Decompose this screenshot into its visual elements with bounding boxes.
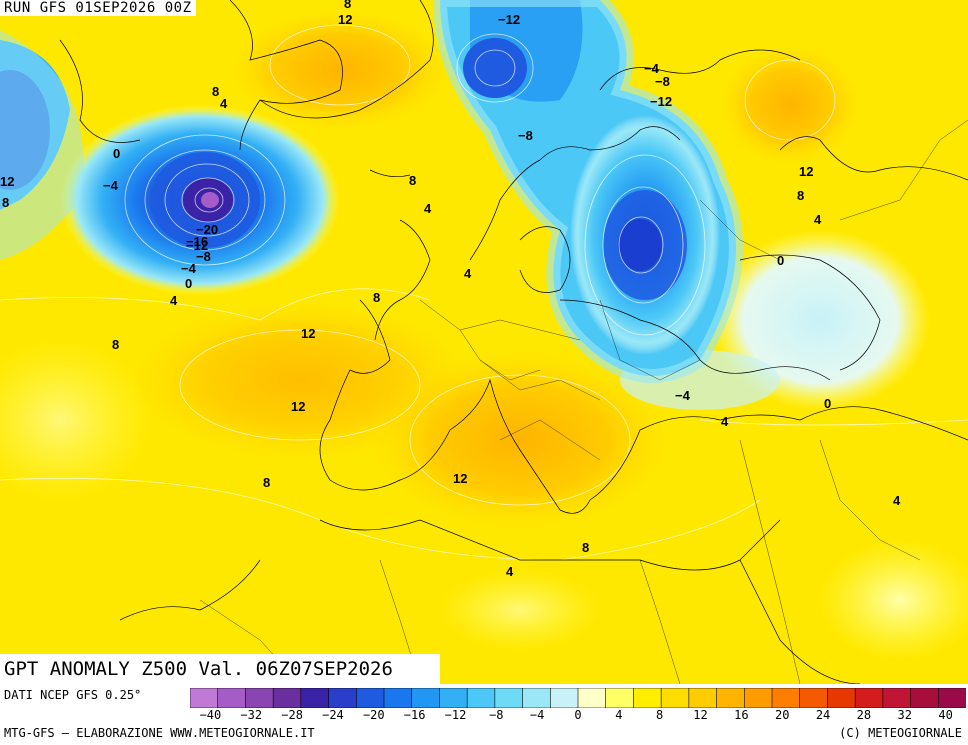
contour-label: 8 [409,173,416,188]
colorbar-tick-label: −28 [281,708,303,722]
colorbar-swatch [688,688,718,708]
contour-label: 8 [582,540,589,555]
contour-label: 8 [112,337,119,352]
contour-label: 0 [777,253,784,268]
contour-label: 12 [301,326,315,341]
contour-label: 4 [424,201,432,216]
contour-label: −4 [103,178,119,193]
contour-label: 8 [797,188,804,203]
contour-lines [0,24,968,561]
colorbar-swatch [910,688,940,708]
contour-label: 8 [263,475,270,490]
colorbar-swatch [439,688,468,708]
colorbar-tick-label: −8 [489,708,504,722]
colorbar-swatch [245,688,274,708]
contour-label: 0 [185,276,192,291]
colorbar-swatch [882,688,912,708]
colorbar-tick-label: 20 [774,708,790,722]
colorbar-swatch [466,688,496,708]
run-title: RUN GFS 01SEP2026 00Z [0,0,196,16]
colorbar-swatch [743,688,773,708]
credit-left: MTG-GFS – ELABORAZIONE WWW.METEOGIORNALE… [4,726,315,740]
colorbar-swatch [383,688,413,708]
contour-label: 4 [814,212,822,227]
colorbar-tick-label: 4 [615,708,623,722]
contour-label: 0 [824,396,831,411]
contour-label: −8 [655,74,670,89]
colorbar-swatch [633,688,662,708]
contour-label: 12 [291,399,305,414]
anomaly-map: 12 8 8 4 0 −4 12 8 −20 −16 −12 −8 −4 0 4… [0,0,968,684]
contour-label: 12 [799,164,813,179]
colorbar-swatch [549,688,579,708]
colorbar-swatch [411,688,441,708]
contour-label: 8 [344,0,351,11]
colorbar-tick-label: −4 [529,708,545,722]
colorbar-swatch [272,688,302,708]
contour-label: −16 [186,234,208,249]
colorbar-tick-label: 12 [693,708,708,722]
colorbar-tick-label: 40 [938,708,953,722]
contour-label: −12 [186,238,208,253]
colorbar-ticks: −40 −32 −28 −24 −20 −16 −12 −8 −4 0 4 8 12 16 20 24 28 32… [190,708,966,724]
colorbar-swatch [605,688,635,708]
contour-label: −12 [650,94,672,109]
colorbar-swatch [716,688,746,708]
contour-label: 8 [373,290,380,305]
contour-label: 12 [0,174,14,189]
colorbar-tick-label: −24 [322,708,344,722]
colorbar-tick-label: 0 [574,708,582,722]
colorbar-tick-label: −32 [240,708,263,722]
contour-label: 4 [220,96,228,111]
colorbar-tick-label: 32 [897,708,912,722]
colorbar-swatch [300,688,330,708]
contour-label: −8 [196,249,211,264]
contour-label: 0 [113,146,120,161]
contour-label-group: 12 8 8 4 0 −4 12 8 −20 −16 −12 −8 −4 0 4… [0,0,901,579]
colorbar [190,688,966,708]
contour-label: 4 [506,564,514,579]
contour-label: 12 [338,12,352,27]
contour-label: −20 [196,222,218,237]
contour-label: 4 [464,266,472,281]
coastlines [59,0,968,684]
colorbar-swatch [494,688,524,708]
colorbar-tick-label: −40 [199,708,222,722]
contour-label: 4 [721,414,729,429]
colorbar-swatch [190,688,219,708]
colorbar-swatch [355,688,385,708]
credit-right: (C) METEOGIORNALE [839,726,962,740]
colorbar-tick-label: −16 [403,708,426,722]
colorbar-swatch [771,688,801,708]
colorbar-tick-label: −20 [362,708,385,722]
colorbar-swatch [522,688,552,708]
colorbar-swatch [217,688,247,708]
colorbar-tick-label: −12 [444,708,467,722]
contour-label: 4 [893,493,901,508]
colorbar-tick-label: 16 [734,708,749,722]
contour-label: −4 [181,261,197,276]
colorbar-swatch [937,688,966,708]
colorbar-swatch [660,688,690,708]
colorbar-tick-label: 8 [656,708,664,722]
colorbar-swatch [328,688,358,708]
colorbar-swatch [799,688,829,708]
contour-label: −4 [675,388,691,403]
contour-label: 12 [453,471,467,486]
contour-label: −12 [498,12,520,27]
contour-label: 8 [2,195,9,210]
contour-label: −4 [644,61,660,76]
colorbar-tick-label: 28 [856,708,872,722]
source-label: DATI NCEP GFS 0.25° [4,688,142,702]
contour-label: −8 [518,128,533,143]
contour-label: 8 [212,84,219,99]
colorbar-tick-label: 24 [815,708,831,722]
colorbar-swatch [854,688,884,708]
contour-label: 4 [170,293,178,308]
colorbar-swatch [577,688,607,708]
colorbar-swatch [827,688,856,708]
main-title: GPT ANOMALY Z500 Val. 06Z07SEP2026 [0,654,440,684]
